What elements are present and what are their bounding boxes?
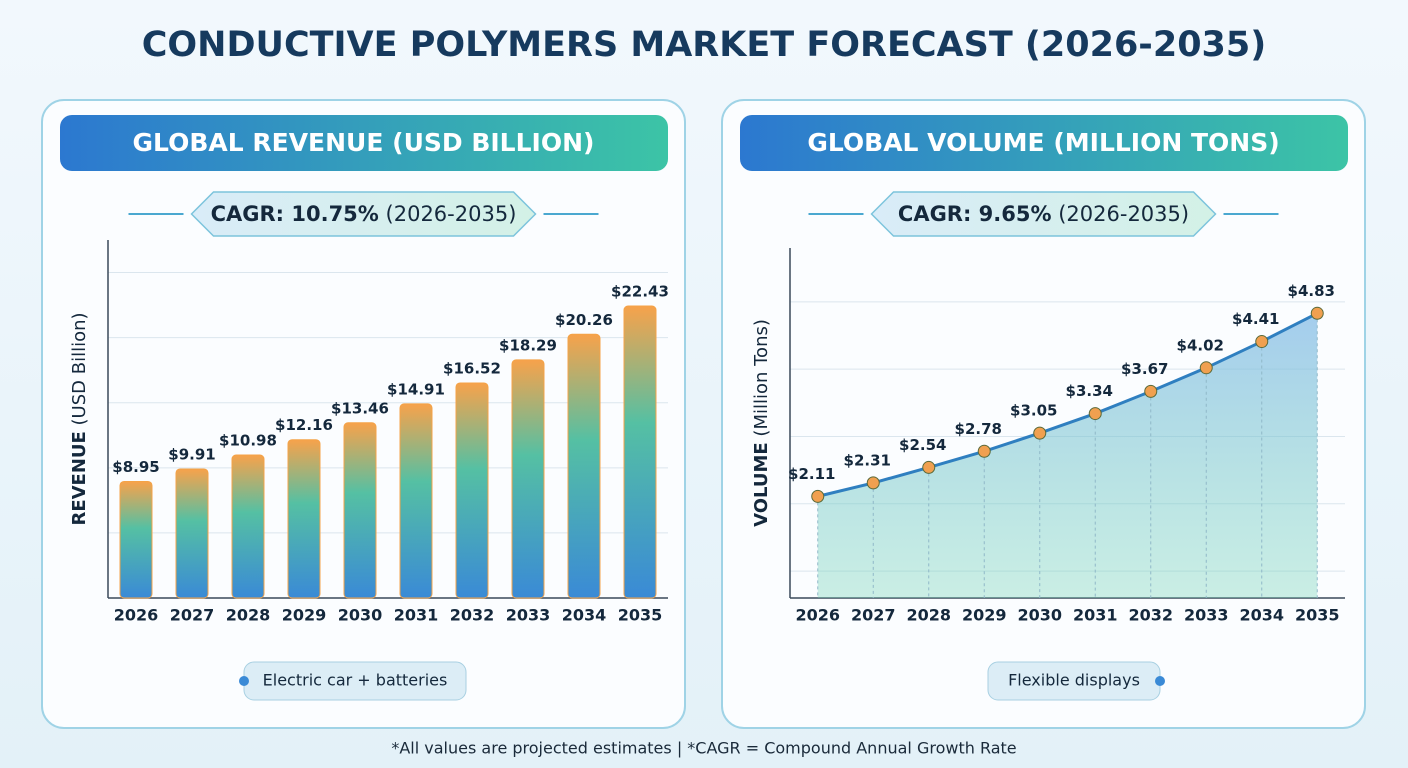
y-axis-label: VOLUME (Million Tons)	[751, 319, 772, 527]
value-label: $18.29	[499, 336, 557, 354]
bar	[287, 439, 321, 599]
x-tick-label: 2035	[1295, 606, 1340, 625]
x-tick-label: 2026	[795, 606, 840, 625]
value-label: $2.31	[844, 451, 891, 469]
marker	[977, 444, 991, 458]
value-label: $14.91	[387, 380, 445, 398]
value-label: $12.16	[275, 416, 333, 434]
bar	[231, 454, 265, 599]
x-tick-label: 2028	[226, 606, 271, 625]
callout-label: Flexible displays	[1008, 671, 1140, 690]
marker	[811, 489, 825, 503]
y-axis-label-main: REVENUE	[69, 431, 90, 525]
area	[817, 313, 1318, 598]
marker	[866, 476, 880, 490]
x-tick-label: 2027	[851, 606, 896, 625]
value-label: $22.43	[611, 283, 669, 301]
line	[817, 311, 1318, 498]
bar	[511, 359, 545, 599]
x-tick-label: 2028	[906, 606, 951, 625]
marker	[1088, 407, 1102, 421]
x-tick-label: 2033	[506, 606, 551, 625]
cagr-value: CAGR: 9.65%	[898, 202, 1052, 226]
x-tick-label: 2032	[1128, 606, 1173, 625]
value-label: $4.02	[1177, 336, 1224, 354]
value-label: $2.78	[955, 420, 1002, 438]
x-tick-label: 2031	[1073, 606, 1118, 625]
marker	[1255, 335, 1269, 349]
value-label: $20.26	[555, 311, 613, 329]
value-label: $8.95	[112, 458, 159, 476]
value-label: $9.91	[168, 445, 215, 463]
x-tick-label: 2027	[170, 606, 215, 625]
value-label: $3.05	[1010, 402, 1057, 420]
marker	[922, 460, 936, 474]
y-axis-label-main: VOLUME	[751, 442, 772, 527]
bar	[567, 333, 601, 599]
bar	[623, 305, 657, 599]
panel-header	[60, 115, 668, 171]
value-label: $2.11	[788, 465, 835, 483]
x-tick-label: 2030	[1017, 606, 1062, 625]
x-tick-label: 2029	[962, 606, 1007, 625]
value-label: $4.41	[1232, 310, 1279, 328]
x-tick-label: 2031	[394, 606, 439, 625]
callout-label: Electric car + batteries	[263, 671, 448, 690]
y-axis-label: REVENUE (USD Billion)	[69, 312, 90, 525]
cagr: CAGR: 10.75% (2026-2035)	[211, 202, 517, 226]
bar	[119, 480, 153, 599]
x-tick-label: 2029	[282, 606, 327, 625]
x-tick-label: 2034	[562, 606, 607, 625]
marker	[1199, 361, 1213, 375]
marker	[1144, 384, 1158, 398]
x-tick-label: 2026	[114, 606, 159, 625]
x-tick-label: 2035	[618, 606, 663, 625]
cagr-period: (2026-2035)	[1058, 202, 1189, 226]
cagr-pill	[190, 191, 537, 237]
y-axis-label-unit: (Million Tons)	[751, 319, 772, 436]
cagr-value: CAGR: 10.75%	[211, 202, 379, 226]
bar	[175, 468, 209, 599]
panel-title: GLOBAL VOLUME (MILLION TONS)	[807, 128, 1279, 157]
bar	[399, 403, 433, 599]
cagr: CAGR: 9.65% (2026-2035)	[898, 202, 1189, 226]
panel-title: GLOBAL REVENUE (USD BILLION)	[133, 128, 595, 157]
value-label: $3.67	[1121, 360, 1168, 378]
cagr-pill	[870, 191, 1217, 237]
main-title: CONDUCTIVE POLYMERS MARKET FORECAST (202…	[142, 25, 1267, 65]
y-axis-label-unit: (USD Billion)	[69, 312, 90, 425]
marker	[1033, 426, 1047, 440]
bar	[455, 382, 489, 599]
value-label: $13.46	[331, 399, 389, 417]
value-label: $2.54	[899, 436, 946, 454]
callout-dot	[239, 676, 249, 686]
value-label: $10.98	[219, 432, 277, 450]
value-label: $3.34	[1066, 382, 1113, 400]
bar	[343, 422, 377, 599]
value-label: $4.83	[1288, 282, 1335, 300]
footnote: *All values are projected estimates | *C…	[391, 739, 1016, 758]
x-tick-label: 2033	[1184, 606, 1229, 625]
marker	[1310, 306, 1324, 320]
callout-dot	[1155, 676, 1165, 686]
value-label: $16.52	[443, 359, 501, 377]
panel-header	[740, 115, 1348, 171]
x-tick-label: 2030	[338, 606, 383, 625]
x-tick-label: 2032	[450, 606, 495, 625]
cagr-period: (2026-2035)	[386, 202, 517, 226]
x-tick-label: 2034	[1239, 606, 1284, 625]
